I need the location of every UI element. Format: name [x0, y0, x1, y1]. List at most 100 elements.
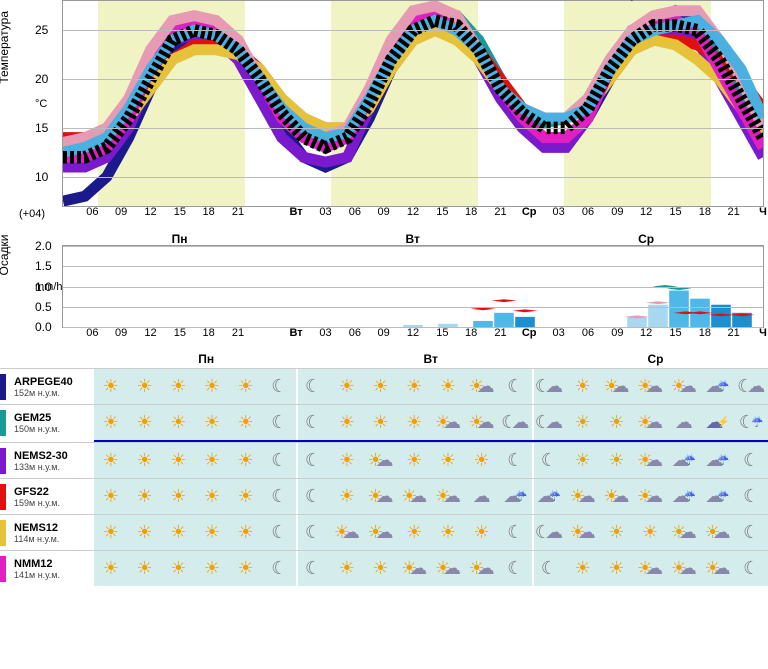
xtick-label: 15	[436, 327, 448, 339]
precip-ylabel: Осадки	[0, 234, 11, 275]
model-label: GFS22 159м н.у.м.	[0, 484, 94, 510]
day-separator	[532, 369, 534, 404]
precip-bar	[669, 291, 689, 327]
weather-icon: ☀☁	[397, 551, 431, 586]
weather-icon: ☀☁	[667, 515, 701, 550]
xtick-label: 21	[494, 206, 506, 218]
weather-icon: ☀	[431, 443, 465, 478]
weather-icon: ☀	[94, 369, 128, 404]
day-short-label: Ср	[638, 232, 654, 246]
weather-icon: ☀	[633, 515, 667, 550]
ytick-label: 0.0	[35, 320, 52, 334]
weather-icon: ☁⚡	[701, 405, 735, 440]
xtick-label: 06	[582, 206, 594, 218]
ytick-label: 2.0	[35, 239, 52, 253]
models-section: ПнВтСр ARPEGE40 152м н.у.м.☀☀☀☀☀☾☾☀☀☀☀☀☁…	[0, 352, 768, 586]
weather-icon: ☀☁	[633, 551, 667, 586]
weather-icon: ☾	[734, 551, 768, 586]
model-label: NMM12 141м н.у.м.	[0, 556, 94, 582]
day-short-label: Пн	[198, 352, 214, 366]
weather-icon: ☀	[566, 443, 600, 478]
xtick-label: 18	[202, 327, 214, 339]
weather-icon: ☀	[397, 443, 431, 478]
weather-icon: ☀	[161, 515, 195, 550]
xtick-label: 09	[611, 327, 623, 339]
xtick-label: 06	[349, 327, 361, 339]
gridline	[63, 307, 763, 308]
model-name: GEM25	[14, 412, 90, 424]
day-separator	[532, 551, 534, 586]
weather-icon: ☀☁	[364, 479, 398, 514]
weather-icon: ☾	[296, 443, 330, 478]
gridline	[63, 266, 763, 267]
day-separator	[296, 369, 298, 404]
precip-marker	[470, 307, 495, 310]
day-short-label: Ср	[647, 352, 663, 366]
gridline	[63, 30, 763, 31]
xtick-label: Ср	[522, 206, 537, 218]
xtick-label: 12	[640, 206, 652, 218]
xtick-label: 12	[407, 327, 419, 339]
day-short-label: Пн	[172, 232, 188, 246]
xtick-label: 12	[144, 206, 156, 218]
weather-icon: ☀	[195, 551, 229, 586]
ytick-label: 20	[35, 72, 48, 86]
weather-icon: ☀	[229, 369, 263, 404]
weather-icon: ☀	[566, 369, 600, 404]
weather-icon: ☀☁	[633, 479, 667, 514]
models-header: ПнВтСр	[94, 352, 768, 368]
ytick-label: 1.5	[35, 259, 52, 273]
temperature-chart: °C (+04) 060912151821Вт03060912151821Ср0…	[62, 0, 764, 207]
temp-x-axis: 060912151821Вт03060912151821Ср0306091215…	[63, 206, 763, 220]
weather-icon: ☀	[465, 443, 499, 478]
weather-icon: ☾☁	[532, 369, 566, 404]
day-separator	[296, 551, 298, 586]
model-label: GEM25 150м н.у.м.	[0, 410, 94, 436]
weather-icon: ☀	[161, 479, 195, 514]
model-row: ARPEGE40 152м н.у.м.☀☀☀☀☀☾☾☀☀☀☀☀☁☾☾☁☀☀☁☀…	[0, 368, 768, 404]
weather-icon: ☀☁	[364, 515, 398, 550]
weather-icon: ☀	[330, 405, 364, 440]
model-name: NEMS12	[14, 522, 90, 534]
day-header: Вт 19.06	[296, 0, 529, 1]
weather-icon: ☾	[296, 369, 330, 404]
xtick-label: 06	[86, 206, 98, 218]
model-altitude: 141м н.у.м.	[14, 570, 90, 580]
weather-icon: ☀	[94, 551, 128, 586]
gridline	[63, 327, 763, 328]
xtick-label: 21	[727, 206, 739, 218]
weather-icon: ☾	[263, 551, 297, 586]
weather-icon: ☀☁	[431, 405, 465, 440]
weather-icon: ☀	[195, 443, 229, 478]
weather-icon: ☾	[532, 443, 566, 478]
model-name: GFS22	[14, 486, 90, 498]
temperature-section: Температура °C (+04) 060912151821Вт03060…	[0, 0, 768, 225]
day-separator	[532, 405, 534, 440]
weather-icon: ☀	[330, 369, 364, 404]
weather-icon: ☀☁	[701, 515, 735, 550]
day-separator	[296, 479, 298, 514]
model-name: NEMS2-30	[14, 450, 90, 462]
xtick-label: 03	[552, 206, 564, 218]
weather-icon: ☀	[364, 369, 398, 404]
weather-icon: ☾	[296, 405, 330, 440]
xtick-label: 12	[144, 327, 156, 339]
model-row: GEM25 150м н.у.м.☀☀☀☀☀☾☾☀☀☀☀☁☀☁☾☁☾☁☀☀☀☁☁…	[0, 404, 768, 440]
xtick-label: 09	[115, 206, 127, 218]
weather-icon: ☀	[364, 551, 398, 586]
weather-icon: ☀	[94, 405, 128, 440]
gridline	[63, 287, 763, 288]
weather-icon: ☀	[128, 369, 162, 404]
weather-icon: ☀	[431, 369, 465, 404]
weather-icon: ☀	[195, 515, 229, 550]
weather-icon: ☁	[465, 479, 499, 514]
ytick-label: 25	[35, 23, 48, 37]
model-label: NEMS2-30 133м н.у.м.	[0, 448, 94, 474]
weather-icon: ☾	[263, 515, 297, 550]
weather-icon: ☀☁	[566, 479, 600, 514]
timezone-label: (+04)	[19, 208, 45, 220]
xtick-label: 21	[232, 206, 244, 218]
precip-bar	[648, 305, 668, 327]
weather-icon: ☀	[600, 443, 634, 478]
weather-icon: ☀	[397, 369, 431, 404]
